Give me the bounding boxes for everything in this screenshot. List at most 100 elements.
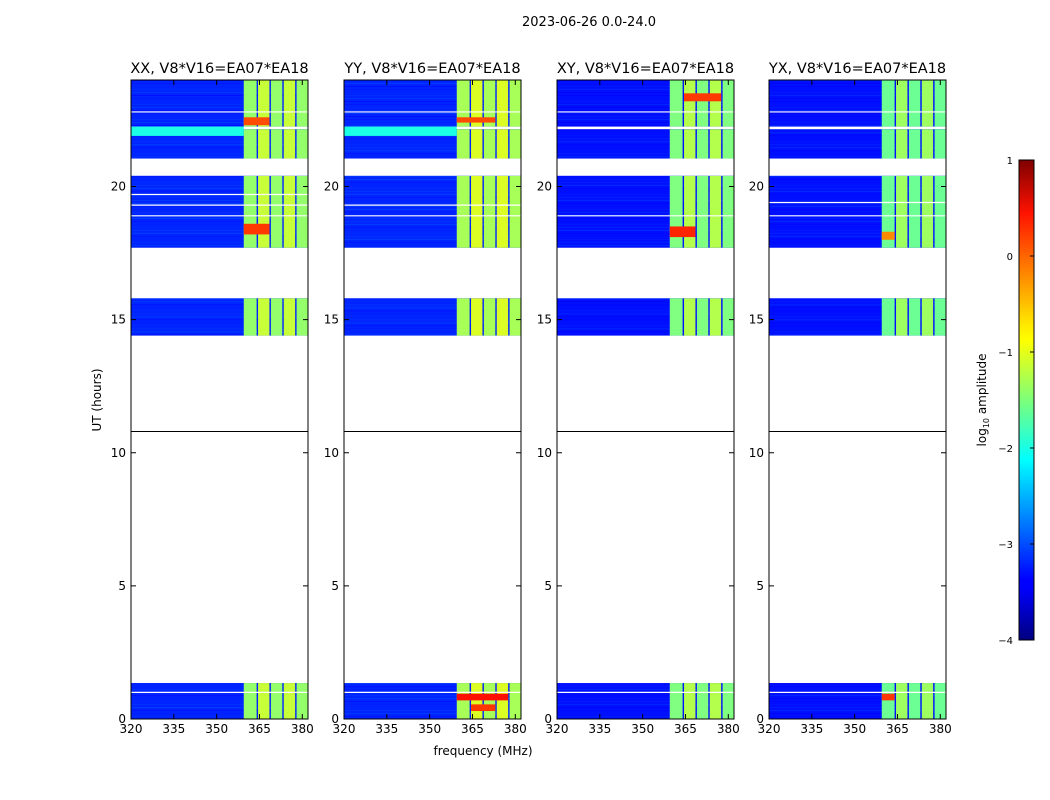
y-tick-label: 0 (544, 712, 552, 726)
texture-row (344, 178, 521, 180)
band-column (456, 683, 470, 719)
texture-row (557, 235, 734, 237)
texture-row (344, 196, 521, 198)
y-tick-label: 20 (111, 180, 126, 194)
texture-row (769, 196, 946, 198)
texture-row (557, 244, 734, 246)
x-tick-label: 320 (120, 722, 143, 736)
texture-row (769, 217, 946, 219)
texture-row (769, 86, 946, 87)
hot-segment (881, 231, 895, 240)
y-tick-label: 10 (324, 446, 339, 460)
texture-row (557, 89, 734, 90)
texture-row (131, 716, 308, 718)
band-column (456, 298, 470, 336)
band-column (496, 129, 509, 159)
texture-row (557, 116, 734, 117)
texture-row (131, 147, 308, 149)
texture-row (131, 710, 308, 712)
texture-row (344, 310, 521, 312)
texture-row (557, 98, 734, 99)
texture-row (344, 710, 521, 712)
texture-row (131, 707, 308, 709)
texture-row (769, 223, 946, 225)
texture-row (131, 217, 308, 219)
texture-row (131, 698, 308, 700)
panel-frame (768, 79, 947, 720)
colorbar-tick-label: −3 (998, 540, 1013, 551)
band-column (496, 298, 509, 336)
band-column (483, 80, 496, 127)
texture-row (557, 223, 734, 225)
texture-row (131, 107, 308, 108)
band-column (471, 298, 483, 336)
x-tick-label: 335 (800, 722, 823, 736)
band-column (496, 80, 509, 127)
texture-row (769, 334, 946, 336)
panel-yx: YX, V8*V16=EA07*EA18 320 335 350 365 380 0 5 10 1… (749, 61, 952, 736)
texture-row (131, 310, 308, 312)
texture-row (557, 83, 734, 84)
texture-row (769, 241, 946, 243)
texture-row (131, 98, 308, 99)
texture-row (344, 226, 521, 228)
texture-row (769, 235, 946, 237)
band-column (509, 175, 521, 248)
texture-row (557, 232, 734, 234)
band-column (509, 129, 521, 159)
texture-row (131, 334, 308, 336)
colorbar-label-rest: amplitude (975, 354, 989, 418)
band-column (258, 175, 270, 248)
texture-row (557, 92, 734, 93)
texture-row (769, 150, 946, 152)
band-column (709, 175, 722, 248)
band-column (921, 175, 934, 248)
y-tick-label: 10 (111, 446, 126, 460)
texture-row (769, 184, 946, 186)
texture-row (344, 334, 521, 336)
texture-row (344, 229, 521, 231)
texture-row (344, 181, 521, 183)
texture-row (769, 205, 946, 207)
texture-row (769, 144, 946, 146)
texture-row (769, 710, 946, 712)
texture-row (131, 86, 308, 87)
texture-row (769, 226, 946, 228)
texture-row (344, 238, 521, 240)
band-column (471, 80, 483, 127)
y-tick-label: 0 (118, 712, 126, 726)
texture-row (344, 695, 521, 697)
band-column (669, 298, 683, 336)
texture-row (344, 301, 521, 303)
texture-row (344, 325, 521, 327)
band-column (283, 298, 296, 336)
texture-row (557, 695, 734, 697)
band-column (881, 175, 895, 248)
texture-row (131, 701, 308, 703)
texture-row (131, 184, 308, 186)
band-column (908, 80, 921, 127)
texture-row (769, 119, 946, 120)
band-column (258, 129, 270, 159)
texture-row (557, 713, 734, 715)
texture-row (557, 144, 734, 146)
band-column (669, 80, 683, 127)
texture-row (769, 110, 946, 111)
texture-row (769, 701, 946, 703)
texture-row (769, 113, 946, 114)
texture-row (769, 319, 946, 321)
texture-row (769, 316, 946, 318)
texture-row (344, 190, 521, 192)
texture-row (557, 119, 734, 120)
texture-row (557, 226, 734, 228)
texture-row (131, 301, 308, 303)
texture-row (344, 193, 521, 195)
band-column (669, 683, 683, 719)
band-column (243, 683, 257, 719)
texture-row (769, 125, 946, 126)
texture-row (557, 710, 734, 712)
texture-row (769, 707, 946, 709)
texture-row (557, 331, 734, 333)
heatmap-cells (769, 80, 946, 719)
band-column (934, 683, 946, 719)
